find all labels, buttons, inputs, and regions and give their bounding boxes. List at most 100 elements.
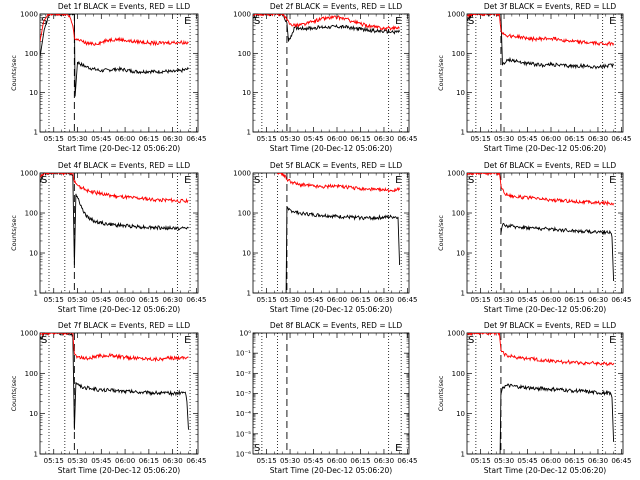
series-line-lld xyxy=(277,173,401,193)
x-axis-label: Start Time (20-Dec-12 05:06:20) xyxy=(484,305,606,314)
x-tick-label: 06:45 xyxy=(397,135,417,143)
y-tick-label: 100 xyxy=(452,210,465,218)
y-tick-label: 1 xyxy=(247,290,251,298)
series-group xyxy=(467,173,615,282)
x-tick-label: 05:30 xyxy=(67,296,87,304)
y-axis-label: Counts/sec xyxy=(10,55,18,91)
panel-det-1: Det 1f BLACK = Events, RED = LLD 1 10 100 10… xyxy=(10,2,207,153)
y-tick-label: 1000 xyxy=(20,330,38,338)
x-tick-label: 06:00 xyxy=(115,296,135,304)
start-marker-s: S xyxy=(468,16,474,27)
x-tick-label: 06:45 xyxy=(611,135,631,143)
end-marker-e: E xyxy=(609,175,615,186)
x-axis-label: Start Time (20-Dec-12 05:06:20) xyxy=(58,144,180,153)
y-tick-label: 1 xyxy=(34,451,38,459)
x-tick-label: 05:45 xyxy=(517,457,537,465)
plot-frame xyxy=(39,13,199,133)
series-group xyxy=(40,333,189,430)
plot-frame xyxy=(466,332,624,455)
series-line-events xyxy=(499,383,615,454)
series-line-events xyxy=(467,14,614,70)
x-tick-label: 06:30 xyxy=(588,296,608,304)
x-tick-label: 05:15 xyxy=(470,296,490,304)
plot-frame xyxy=(252,13,410,133)
panel-title: Det 4f BLACK = Events, RED = LLD xyxy=(58,161,191,170)
x-tick-label: 06:15 xyxy=(564,457,584,465)
panel-det-4: Det 4f BLACK = Events, RED = LLD 1 10 100 10… xyxy=(10,161,207,314)
y-tick-label: 100 xyxy=(25,210,38,218)
y-tick-label: 10⁻⁵ xyxy=(236,430,252,438)
y-tick-label: 1 xyxy=(34,290,38,298)
panel-det-6: Det 6f BLACK = Events, RED = LLD 1 10 100 10… xyxy=(437,161,632,314)
x-axis-label: Start Time (20-Dec-12 05:06:20) xyxy=(270,305,392,314)
x-tick-label: 06:30 xyxy=(588,457,608,465)
x-tick-label: 06:30 xyxy=(163,457,183,465)
x-tick-label: 06:45 xyxy=(397,296,417,304)
y-tick-label: 1000 xyxy=(447,330,465,338)
start-marker-s: S xyxy=(254,175,260,186)
y-axis-label: Counts/sec xyxy=(437,55,445,91)
x-tick-label: 05:45 xyxy=(303,296,323,304)
y-axis-label: Counts/sec xyxy=(10,215,18,251)
x-tick-label: 05:30 xyxy=(280,135,300,143)
series-group xyxy=(253,14,401,42)
y-tick-label: 10⁰ xyxy=(239,330,251,338)
series-line-lld xyxy=(467,173,615,207)
end-marker-e: E xyxy=(184,175,190,186)
y-tick-label: 1000 xyxy=(20,170,38,178)
series-line-events xyxy=(285,206,401,293)
x-tick-label: 05:45 xyxy=(91,135,111,143)
x-tick-label: 06:45 xyxy=(611,457,631,465)
x-tick-label: 06:30 xyxy=(374,135,394,143)
y-tick-label: 1 xyxy=(247,129,251,137)
plot-frame xyxy=(39,332,199,455)
y-tick-label: 100 xyxy=(452,50,465,58)
panel-title: Det 5f BLACK = Events, RED = LLD xyxy=(270,161,403,170)
x-axis-label: Start Time (20-Dec-12 05:06:20) xyxy=(270,466,392,475)
start-marker-s: S xyxy=(254,16,260,27)
x-tick-label: 06:45 xyxy=(611,296,631,304)
panel-det-2: Det 2f BLACK = Events, RED = LLD 1 10 100 10… xyxy=(233,2,417,153)
x-tick-label: 06:15 xyxy=(564,296,584,304)
start-marker-s: S xyxy=(468,335,474,346)
end-marker-e: E xyxy=(395,16,401,27)
x-tick-label: 05:30 xyxy=(67,457,87,465)
y-tick-label: 1 xyxy=(461,290,465,298)
x-tick-label: 05:15 xyxy=(470,457,490,465)
y-tick-label: 100 xyxy=(238,50,251,58)
y-tick-label: 10 xyxy=(456,89,465,97)
x-tick-label: 06:30 xyxy=(588,135,608,143)
start-marker-s: S xyxy=(254,443,260,454)
x-tick-label: 05:45 xyxy=(303,135,323,143)
x-tick-label: 05:30 xyxy=(280,296,300,304)
series-line-lld xyxy=(467,333,615,367)
x-tick-label: 05:15 xyxy=(256,457,276,465)
x-tick-label: 05:30 xyxy=(494,296,514,304)
y-tick-label: 100 xyxy=(25,370,38,378)
series-line-events xyxy=(40,333,189,430)
x-tick-label: 06:15 xyxy=(350,135,370,143)
plot-frame xyxy=(466,172,624,294)
x-tick-label: 06:15 xyxy=(350,296,370,304)
x-tick-label: 06:45 xyxy=(397,457,417,465)
y-tick-label: 1 xyxy=(461,451,465,459)
start-marker-s: S xyxy=(468,175,474,186)
plot-frame xyxy=(252,332,410,455)
x-axis-label: Start Time (20-Dec-12 05:06:20) xyxy=(270,144,392,153)
y-tick-label: 10⁻² xyxy=(236,370,252,378)
series-line-events xyxy=(253,14,401,42)
panel-det-5: Det 5f BLACK = Events, RED = LLD 1 10 100 10… xyxy=(233,161,417,314)
x-tick-label: 06:00 xyxy=(115,457,135,465)
end-marker-e: E xyxy=(184,335,190,346)
panel-title: Det 3f BLACK = Events, RED = LLD xyxy=(484,2,617,11)
y-tick-label: 10 xyxy=(456,250,465,258)
x-axis-label: Start Time (20-Dec-12 05:06:20) xyxy=(484,466,606,475)
x-tick-label: 05:15 xyxy=(256,296,276,304)
series-line-events xyxy=(500,222,615,282)
x-tick-label: 06:15 xyxy=(564,135,584,143)
y-tick-label: 10⁻³ xyxy=(236,390,252,398)
x-tick-label: 06:30 xyxy=(163,135,183,143)
y-tick-label: 100 xyxy=(25,50,38,58)
panel-det-7: Det 7f BLACK = Events, RED = LLD 1 10 100 10… xyxy=(10,321,207,475)
x-tick-label: 05:15 xyxy=(470,135,490,143)
